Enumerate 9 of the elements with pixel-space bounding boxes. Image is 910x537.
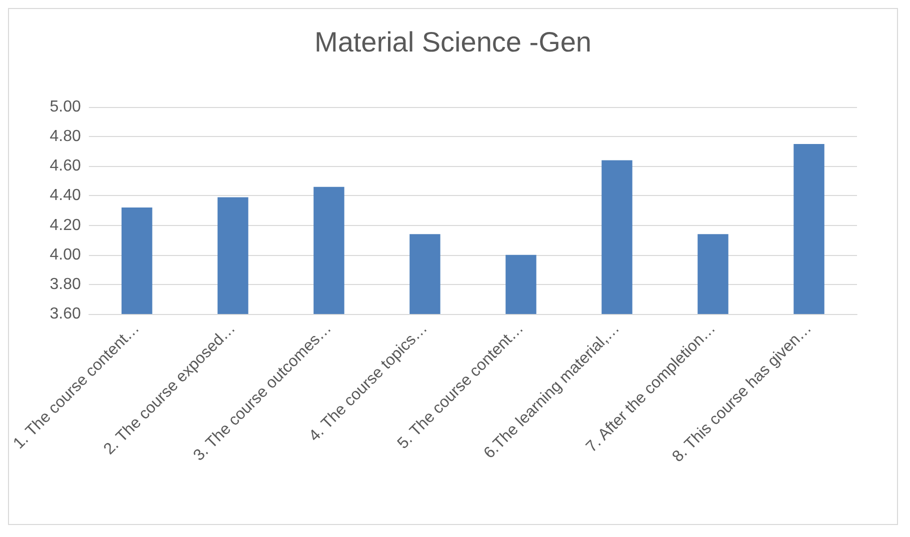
y-tick-label: 4.80	[50, 128, 81, 146]
y-tick-label: 5.00	[50, 98, 81, 116]
y-tick-label: 3.80	[50, 276, 81, 293]
y-tick-label: 4.00	[50, 246, 81, 264]
y-tick-label: 4.60	[50, 158, 81, 175]
y-tick-label: 4.20	[50, 216, 81, 234]
chart-title: Material Science -Gen	[314, 26, 592, 58]
y-tick-label: 3.60	[50, 306, 81, 322]
y-tick-label: 4.40	[50, 187, 81, 204]
